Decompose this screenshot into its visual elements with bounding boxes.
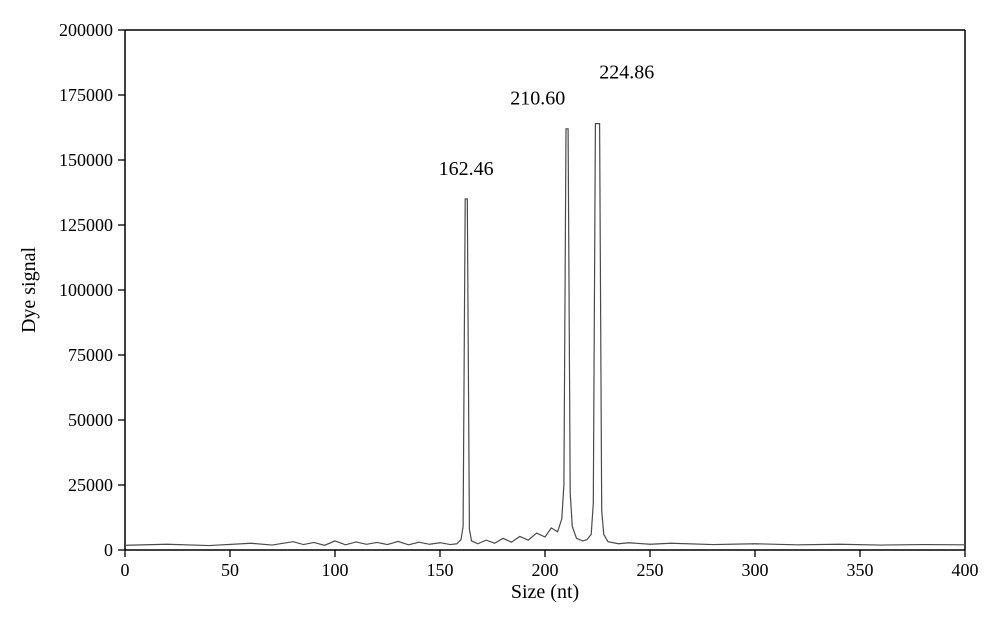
x-tick-label: 400 (952, 560, 979, 580)
x-tick-label: 0 (121, 560, 130, 580)
y-tick-label: 150000 (59, 150, 113, 170)
y-tick-label: 25000 (68, 475, 113, 495)
x-tick-label: 200 (532, 560, 559, 580)
x-axis-label: Size (nt) (511, 581, 579, 603)
y-tick-label: 125000 (59, 215, 113, 235)
y-tick-label: 50000 (68, 410, 113, 430)
y-axis-label: Dye signal (18, 247, 40, 334)
x-tick-label: 100 (322, 560, 349, 580)
x-tick-label: 250 (637, 560, 664, 580)
x-tick-label: 350 (847, 560, 874, 580)
y-tick-label: 175000 (59, 85, 113, 105)
peak-label: 224.86 (599, 62, 654, 84)
y-tick-label: 100000 (59, 280, 113, 300)
electropherogram-chart: 0 50 100 150 200 250 300 350 400 0 25000 50000 75000… (0, 0, 1000, 629)
x-tick-label: 300 (742, 560, 769, 580)
y-tick-label: 75000 (68, 345, 113, 365)
x-tick-label: 150 (427, 560, 454, 580)
chart-background (0, 0, 1000, 629)
y-tick-label: 0 (104, 540, 113, 560)
peak-label: 162.46 (439, 158, 494, 180)
peak-label: 210.60 (510, 88, 565, 110)
chart-svg: 0 50 100 150 200 250 300 350 400 0 25000 50000 75000… (0, 0, 1000, 629)
y-tick-label: 200000 (59, 20, 113, 40)
x-tick-label: 50 (221, 560, 239, 580)
